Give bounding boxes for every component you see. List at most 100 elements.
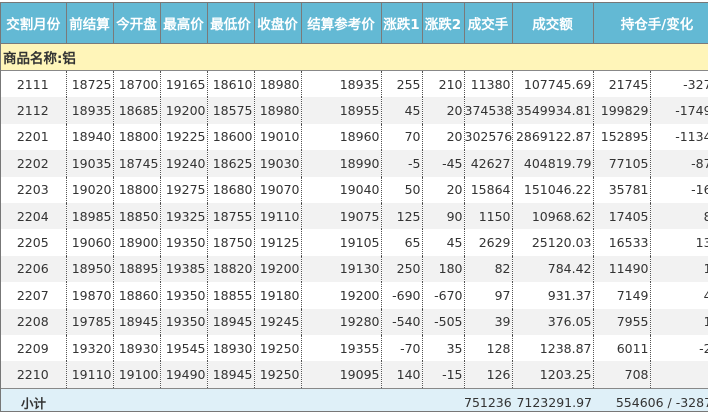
table-cell: 97 [464,282,513,309]
table-row: 2202 19035 18745 19240 18625 19030 18990 -5 -45 4… [1,150,708,177]
table-cell: 19010 [254,123,302,151]
table-cell: 35781 [593,176,651,203]
table-cell: 2112 [1,97,67,124]
table-cell: 18725 [66,70,114,98]
column-header: 今开盘 [113,3,161,44]
table-cell: -505 [422,308,465,335]
table-cell: 20 [422,176,465,203]
table-cell: 18990 [301,150,382,177]
table-cell: 11490 [593,255,651,283]
table-cell: 19180 [254,282,302,309]
futures-quote-table: 交割月份 前结算 今开盘 最高价 最低价 收盘价 结算参考价 涨跌1 涨跌2 成交手 成交额 持仓手/… [1,3,708,411]
column-header: 收盘价 [254,3,302,44]
table-cell: 19100 [113,361,161,389]
table-cell: 18800 [113,176,161,203]
column-header: 成交额 [512,3,594,44]
table-cell: 19245 [254,308,302,335]
table-cell: 2111 [1,70,67,98]
table-cell: 19130 [301,255,382,283]
table-cell: 931.37 [512,282,594,309]
column-header: 前结算 [66,3,114,44]
table-cell: 18625 [207,150,255,177]
table-cell: 18930 [113,334,161,362]
table-cell: 18745 [113,150,161,177]
table-cell: 18895 [113,255,161,283]
table-cell: 82 [464,255,513,283]
table-cell: 18800 [113,123,161,151]
table-cell: 19225 [160,123,208,151]
table-cell: 19125 [254,229,302,256]
table-cell: 45 [381,97,423,124]
table-cell: 18950 [66,255,114,283]
table-cell: 19250 [254,334,302,362]
table-cell: 19320 [66,334,114,362]
table-cell: 16533 [593,229,651,256]
table-cell: 18755 [207,202,255,230]
table-cell: 19020 [66,176,114,203]
column-header: 最高价 [160,3,208,44]
table-cell: 25120.03 [512,229,594,256]
table-cell: 90 [422,202,465,230]
table-cell: 3549934.81 [512,97,594,124]
table-cell: 18820 [207,255,255,283]
product-row: 商品名称:铝 [1,43,708,71]
table-cell: 18855 [207,282,255,309]
table-cell: 180 [422,255,465,283]
table-cell: 50 [381,176,423,203]
table-cell: 18575 [207,97,255,124]
table-cell: 2 [650,361,708,389]
table-cell: -690 [381,282,423,309]
subtotal-spacer [66,387,464,411]
table-cell: 404819.79 [512,150,594,177]
table-cell: 18945 [207,308,255,335]
table-cell: 2201 [1,123,67,151]
product-name: 商品名称:铝 [1,43,708,71]
header-row: 交割月份 前结算 今开盘 最高价 最低价 收盘价 结算参考价 涨跌1 涨跌2 成交手 成交额 持仓手/… [1,3,708,44]
table-cell: 1203.25 [512,361,594,389]
table-cell: 18900 [113,229,161,256]
table-row: 2201 18940 18800 19225 18600 19010 18960 70 20 30… [1,123,708,151]
table-cell: 255 [381,70,423,98]
table-cell: -871 [650,150,708,177]
table-cell: 12 [650,308,708,335]
table-cell: 151046.22 [512,176,594,203]
table-cell: 2207 [1,282,67,309]
table-cell: 19200 [160,97,208,124]
table-cell: 18945 [113,308,161,335]
table-cell: 21745 [593,70,651,98]
table-cell: 19240 [160,150,208,177]
table-row: 2203 19020 18800 19275 18680 19070 19040 50 20 15… [1,176,708,203]
table-cell: 7955 [593,308,651,335]
table-cell: 19350 [160,308,208,335]
table-cell: 199829 [593,97,651,124]
table-cell: 18945 [207,361,255,389]
column-header: 涨跌2 [422,3,465,44]
table-cell: 210 [422,70,465,98]
table-cell: 18850 [113,202,161,230]
table-cell: 19075 [301,202,382,230]
table-cell: 19035 [66,150,114,177]
table-cell: 19385 [160,255,208,283]
table-cell: 2203 [1,176,67,203]
column-header: 结算参考价 [301,3,382,44]
table-cell: 2205 [1,229,67,256]
table-cell: -45 [422,150,465,177]
table-cell: 374538 [464,97,513,124]
table-cell: 42627 [464,150,513,177]
table-cell: 18985 [66,202,114,230]
table-cell: 7149 [593,282,651,309]
table-cell: -17491 [650,97,708,124]
table-row: 2209 19320 18930 19545 18930 19250 19355 -70 35 1… [1,334,708,362]
column-header: 交割月份 [1,3,67,44]
table-cell: 19030 [254,150,302,177]
table-cell: 18980 [254,70,302,98]
table-cell: 19275 [160,176,208,203]
table-row: 2210 19110 19100 19490 18945 19250 19095 140 -15… [1,361,708,389]
table-cell: 19110 [66,361,114,389]
table-cell: 70 [381,123,423,151]
table-cell: 19110 [254,202,302,230]
table-cell: 18940 [66,123,114,151]
table-cell: 125 [381,202,423,230]
